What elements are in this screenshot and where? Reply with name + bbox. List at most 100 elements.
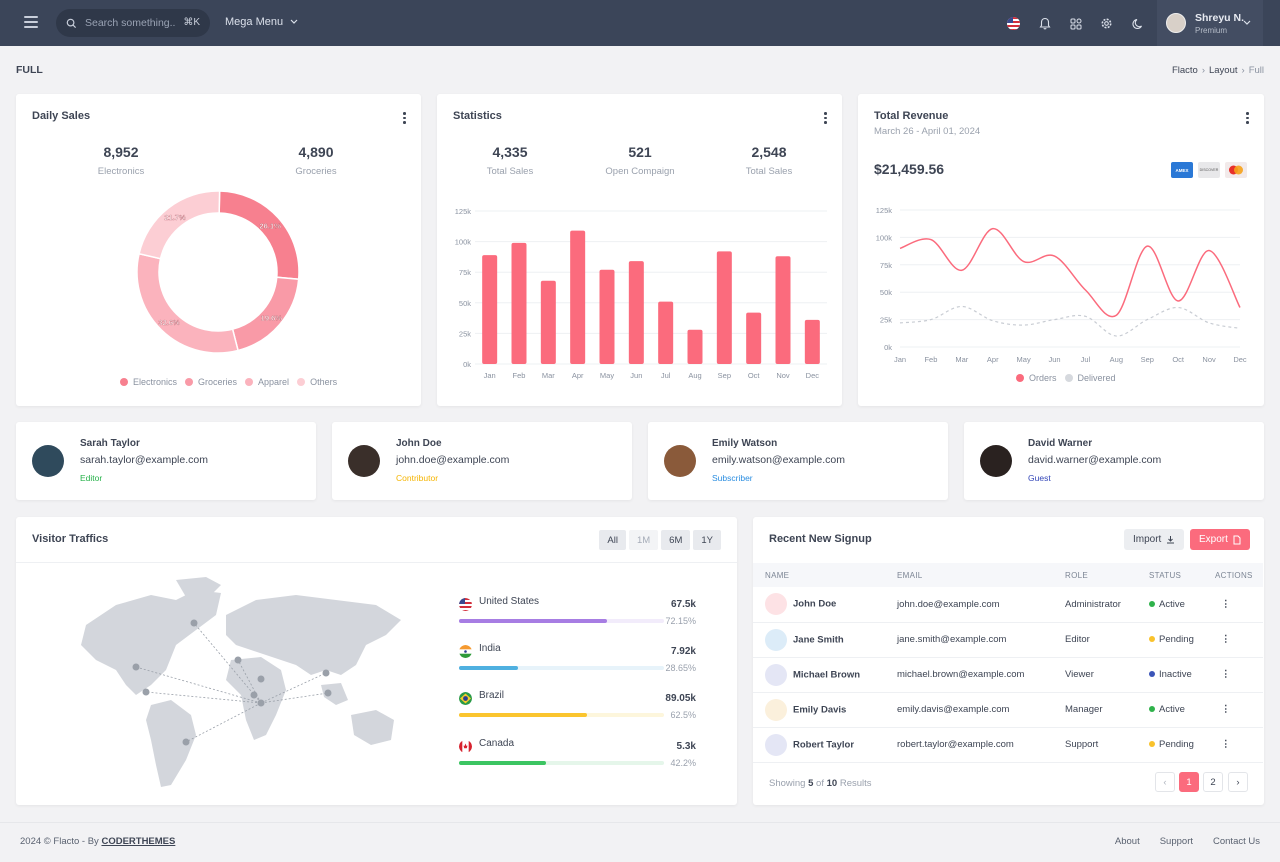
status-badge: Active (1159, 598, 1185, 610)
india-flag-icon (459, 645, 472, 658)
contact-card[interactable]: Emily Watson emily.watson@example.com Su… (648, 422, 948, 500)
pagination-page[interactable]: 2 (1203, 772, 1223, 792)
status-badge: Pending (1159, 634, 1194, 645)
footer-link-support[interactable]: Support (1159, 836, 1193, 847)
file-icon (1233, 535, 1241, 544)
more-options-icon[interactable] (403, 112, 406, 126)
more-options-icon[interactable] (824, 112, 827, 126)
user-menu[interactable]: Shreyu N. Premium (1157, 0, 1263, 46)
column-header: ROLE (1053, 563, 1137, 587)
bar (658, 301, 674, 364)
stat-label: Electronics (97, 166, 145, 177)
mega-menu-button[interactable]: Mega Menu (225, 16, 298, 28)
moon-icon[interactable] (1128, 14, 1147, 33)
y-tick-label: 0k (463, 360, 471, 369)
import-button[interactable]: Import (1124, 529, 1185, 550)
x-tick-label: Mar (955, 355, 968, 364)
legend-label: Delivered (1077, 373, 1116, 383)
stat-groceries: 4,890 Groceries (271, 144, 361, 177)
footer-link-about[interactable]: About (1114, 836, 1140, 847)
gear-icon[interactable] (1097, 14, 1116, 33)
signup-role: Administrator (1053, 587, 1137, 623)
legend-item: Groceries (185, 377, 237, 387)
amex-card-icon: AMEX (1171, 162, 1193, 178)
country-percent: 28.65% (665, 663, 696, 673)
x-tick-label: Feb (513, 371, 526, 380)
bar (540, 280, 556, 364)
slice-label: 21.7% (164, 213, 186, 222)
x-tick-label: Oct (1172, 355, 1185, 364)
footer-link-contact[interactable]: Contact Us (1213, 836, 1260, 847)
search-input[interactable]: Search something.. (85, 17, 176, 29)
stat-value: 4,890 (298, 144, 334, 160)
bar (511, 242, 527, 364)
legend-item: Others (297, 377, 337, 387)
export-button[interactable]: Export (1190, 529, 1250, 550)
contact-name: Sarah Taylor (80, 438, 140, 449)
more-options-icon[interactable] (1246, 112, 1249, 126)
contact-card[interactable]: Sarah Taylor sarah.taylor@example.com Ed… (16, 422, 316, 500)
contact-email: john.doe@example.com (396, 454, 510, 466)
breadcrumb-item[interactable]: Flacto (1171, 65, 1198, 76)
donut-slice (136, 252, 239, 354)
chevron-down-icon (290, 19, 298, 24)
pagination-prev[interactable]: ‹ (1155, 772, 1175, 792)
contact-role: Guest (1028, 473, 1051, 483)
row-actions-icon[interactable]: ⋮ (1221, 634, 1231, 645)
x-tick-label: Oct (748, 371, 761, 380)
row-actions-icon[interactable]: ⋮ (1221, 704, 1231, 715)
progress-fill (459, 619, 607, 623)
row-actions-icon[interactable]: ⋮ (1221, 669, 1231, 680)
tab-6m[interactable]: 6M (661, 530, 691, 550)
country-percent: 62.5% (670, 710, 696, 720)
slice-label: 32.6% (158, 318, 180, 327)
import-label: Import (1133, 534, 1162, 545)
slice-label: 19.6% (261, 313, 283, 322)
pagination-page[interactable]: 1 (1179, 772, 1199, 792)
tab-1m[interactable]: 1M (628, 530, 659, 550)
progress-track (459, 666, 664, 670)
x-tick-label: Feb (924, 355, 937, 364)
us-flag-icon[interactable] (1004, 14, 1023, 33)
avatar (980, 445, 1012, 477)
y-tick-label: 75k (459, 268, 471, 277)
x-tick-label: Dec (1233, 355, 1247, 364)
row-actions-icon[interactable]: ⋮ (1221, 598, 1231, 610)
results-of: of (816, 778, 824, 789)
results-count: 5 (808, 778, 814, 789)
avatar (1166, 13, 1186, 33)
search-shortcut: ⌘K (183, 17, 200, 28)
table-header-row: NAME EMAIL ROLE STATUS ACTIONS (753, 563, 1263, 587)
bar (746, 312, 762, 364)
brand-link[interactable]: CODERTHEMES (101, 836, 176, 847)
mega-menu-label: Mega Menu (225, 16, 284, 28)
contact-name: John Doe (396, 438, 442, 449)
contact-card[interactable]: John Doe john.doe@example.com Contributo… (332, 422, 632, 500)
stat-label: Groceries (295, 166, 337, 177)
row-actions-icon[interactable]: ⋮ (1221, 739, 1231, 750)
tab-1y[interactable]: 1Y (693, 530, 721, 550)
country-value: 67.5k (670, 599, 696, 610)
table-row: Michael Brown michael.brown@example.com … (753, 657, 1263, 693)
menu-toggle-icon[interactable] (24, 16, 38, 28)
series-line-delivered (899, 305, 1241, 337)
search-box[interactable]: Search something.. ⌘K (56, 9, 210, 37)
contact-role: Editor (80, 473, 103, 483)
bell-icon[interactable] (1035, 14, 1054, 33)
signup-email: michael.brown@example.com (885, 657, 1053, 693)
x-tick-label: Jul (661, 371, 671, 380)
contact-card[interactable]: David Warner david.warner@example.com Gu… (964, 422, 1264, 500)
stat-open-campaign: 521 Open Compaign (595, 144, 685, 177)
signup-name: Jane Smith (793, 634, 844, 646)
column-header: NAME (753, 563, 885, 587)
stat-value: 521 (628, 144, 652, 160)
tab-all[interactable]: All (599, 530, 626, 550)
breadcrumb-item[interactable]: Layout (1208, 65, 1238, 76)
legend-label: Apparel (258, 377, 290, 387)
legend-item: Apparel (245, 377, 289, 387)
pagination-next[interactable]: › (1228, 772, 1248, 792)
country-value: 5.3k (676, 741, 696, 752)
x-tick-label: Jul (1081, 355, 1091, 364)
world-map (81, 577, 401, 787)
apps-icon[interactable] (1066, 14, 1085, 33)
